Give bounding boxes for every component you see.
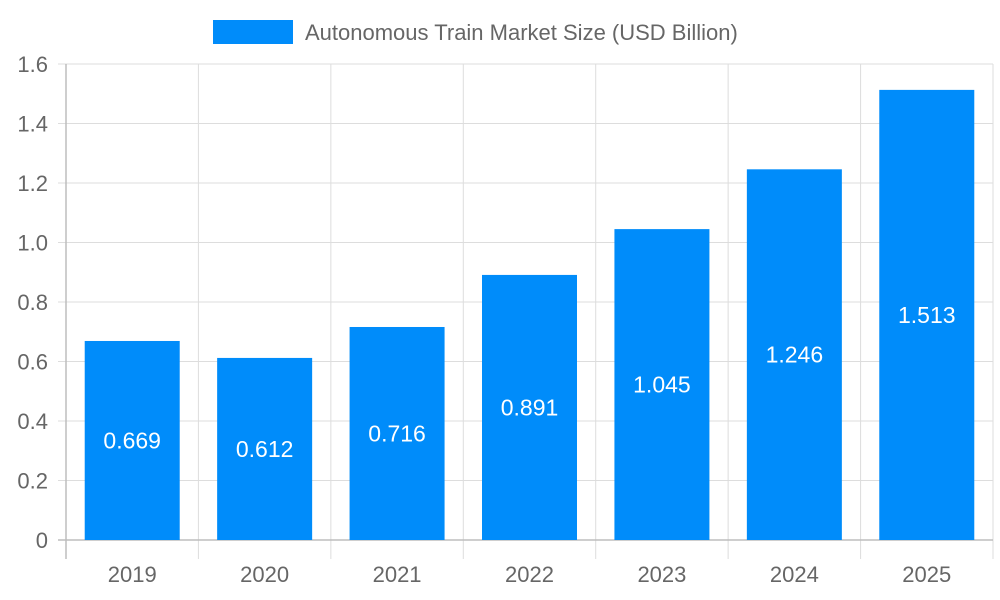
y-axis: 0 0.2 0.4 0.6 0.8 1.0 1.2 1.4 1.6 bbox=[17, 52, 67, 559]
gridlines bbox=[58, 63, 994, 559]
bar-2019[interactable] bbox=[84, 340, 180, 540]
bar-2025[interactable] bbox=[879, 89, 975, 540]
x-tick-label: 2020 bbox=[240, 562, 289, 587]
x-tick-label: 2023 bbox=[637, 562, 686, 587]
x-tick-label: 2021 bbox=[373, 562, 422, 587]
x-tick-label: 2022 bbox=[505, 562, 554, 587]
data-label-2025: 1.513 bbox=[898, 302, 956, 328]
y-tick-label: 0 bbox=[36, 528, 48, 553]
y-tick-label: 0.4 bbox=[17, 409, 48, 434]
bar-2020[interactable] bbox=[217, 357, 313, 540]
bar-series bbox=[84, 89, 975, 541]
bar-2022[interactable] bbox=[482, 274, 577, 540]
data-label-2020: 0.612 bbox=[236, 436, 294, 462]
y-tick-label: 0.6 bbox=[17, 350, 48, 375]
data-label-2023: 1.045 bbox=[633, 372, 691, 398]
y-tick-label: 1.0 bbox=[17, 231, 48, 256]
legend-label: Autonomous Train Market Size (USD Billio… bbox=[305, 20, 738, 45]
legend[interactable]: Autonomous Train Market Size (USD Billio… bbox=[213, 20, 738, 45]
y-tick-label: 1.2 bbox=[17, 171, 48, 196]
y-tick-label: 1.4 bbox=[17, 112, 48, 137]
x-tick-label: 2024 bbox=[770, 562, 819, 587]
x-tick-label: 2019 bbox=[108, 562, 157, 587]
y-tick-label: 1.6 bbox=[17, 52, 48, 77]
y-tick-label: 0.8 bbox=[17, 290, 48, 315]
y-tick-label: 0.2 bbox=[17, 469, 48, 494]
data-label-2021: 0.716 bbox=[368, 420, 426, 446]
bar-2023[interactable] bbox=[614, 229, 710, 541]
legend-swatch bbox=[213, 20, 293, 44]
data-labels: 0.669 0.612 0.716 0.891 1.045 1.246 1.513 bbox=[103, 302, 955, 462]
data-label-2024: 1.246 bbox=[766, 342, 824, 368]
bar-2021[interactable] bbox=[349, 326, 445, 540]
data-label-2019: 0.669 bbox=[103, 427, 161, 453]
bar-2024[interactable] bbox=[746, 169, 842, 540]
x-tick-label: 2025 bbox=[902, 562, 951, 587]
data-label-2022: 0.891 bbox=[501, 394, 559, 420]
